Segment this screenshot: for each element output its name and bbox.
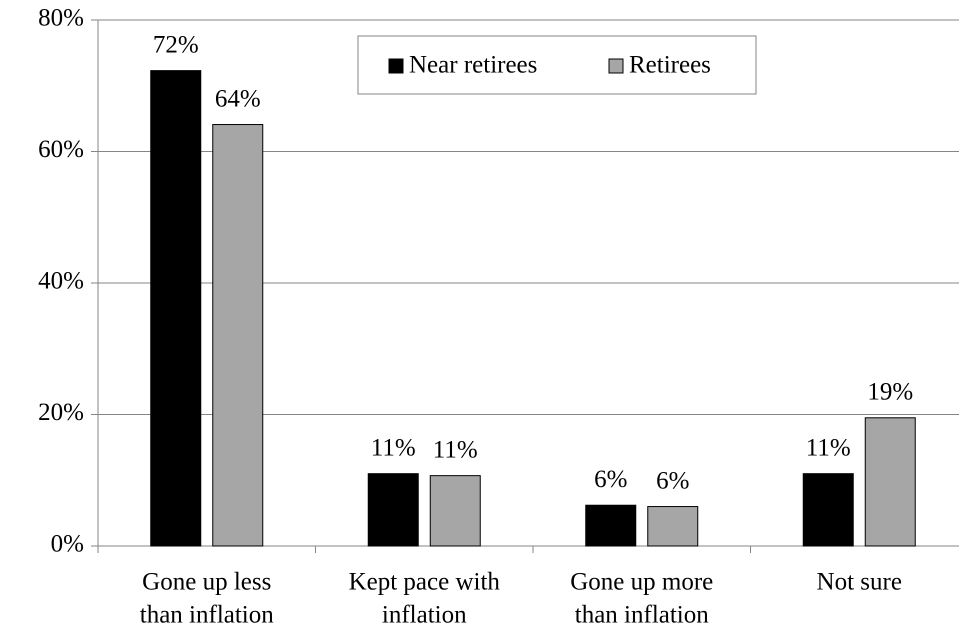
bar: [429, 475, 481, 547]
bar: [585, 504, 637, 547]
legend-swatch: [388, 58, 404, 74]
bar: [367, 473, 419, 547]
data-label: 11%: [433, 436, 478, 463]
y-tick-label: 60%: [38, 136, 84, 163]
bar: [212, 124, 264, 547]
x-tick-label: Gone up more: [570, 569, 713, 596]
x-tick-label: than inflation: [140, 602, 274, 629]
bar: [647, 506, 699, 547]
data-label: 11%: [371, 434, 416, 461]
x-tick-label: Kept pace with: [349, 569, 501, 596]
legend-swatch: [608, 58, 624, 74]
y-tick-label: 80%: [38, 5, 84, 32]
y-tick-label: 0%: [51, 531, 84, 558]
data-label: 72%: [153, 31, 199, 58]
y-tick-label: 40%: [38, 268, 84, 295]
data-label: 6%: [656, 467, 689, 494]
legend-label: Retirees: [629, 52, 711, 79]
data-label: 11%: [806, 434, 851, 461]
x-tick-label: Not sure: [817, 569, 902, 596]
legend-box: [357, 35, 757, 95]
bar: [150, 70, 202, 547]
bar: [864, 417, 916, 547]
y-tick-label: 20%: [38, 399, 84, 426]
data-label: 19%: [867, 379, 913, 406]
x-tick-label: Gone up less: [142, 569, 271, 596]
data-label: 64%: [215, 85, 261, 112]
x-tick-label: than inflation: [575, 602, 709, 629]
data-label: 6%: [594, 466, 627, 493]
legend-label: Near retirees: [409, 52, 537, 79]
x-tick-label: inflation: [382, 602, 467, 629]
bar: [802, 473, 854, 547]
